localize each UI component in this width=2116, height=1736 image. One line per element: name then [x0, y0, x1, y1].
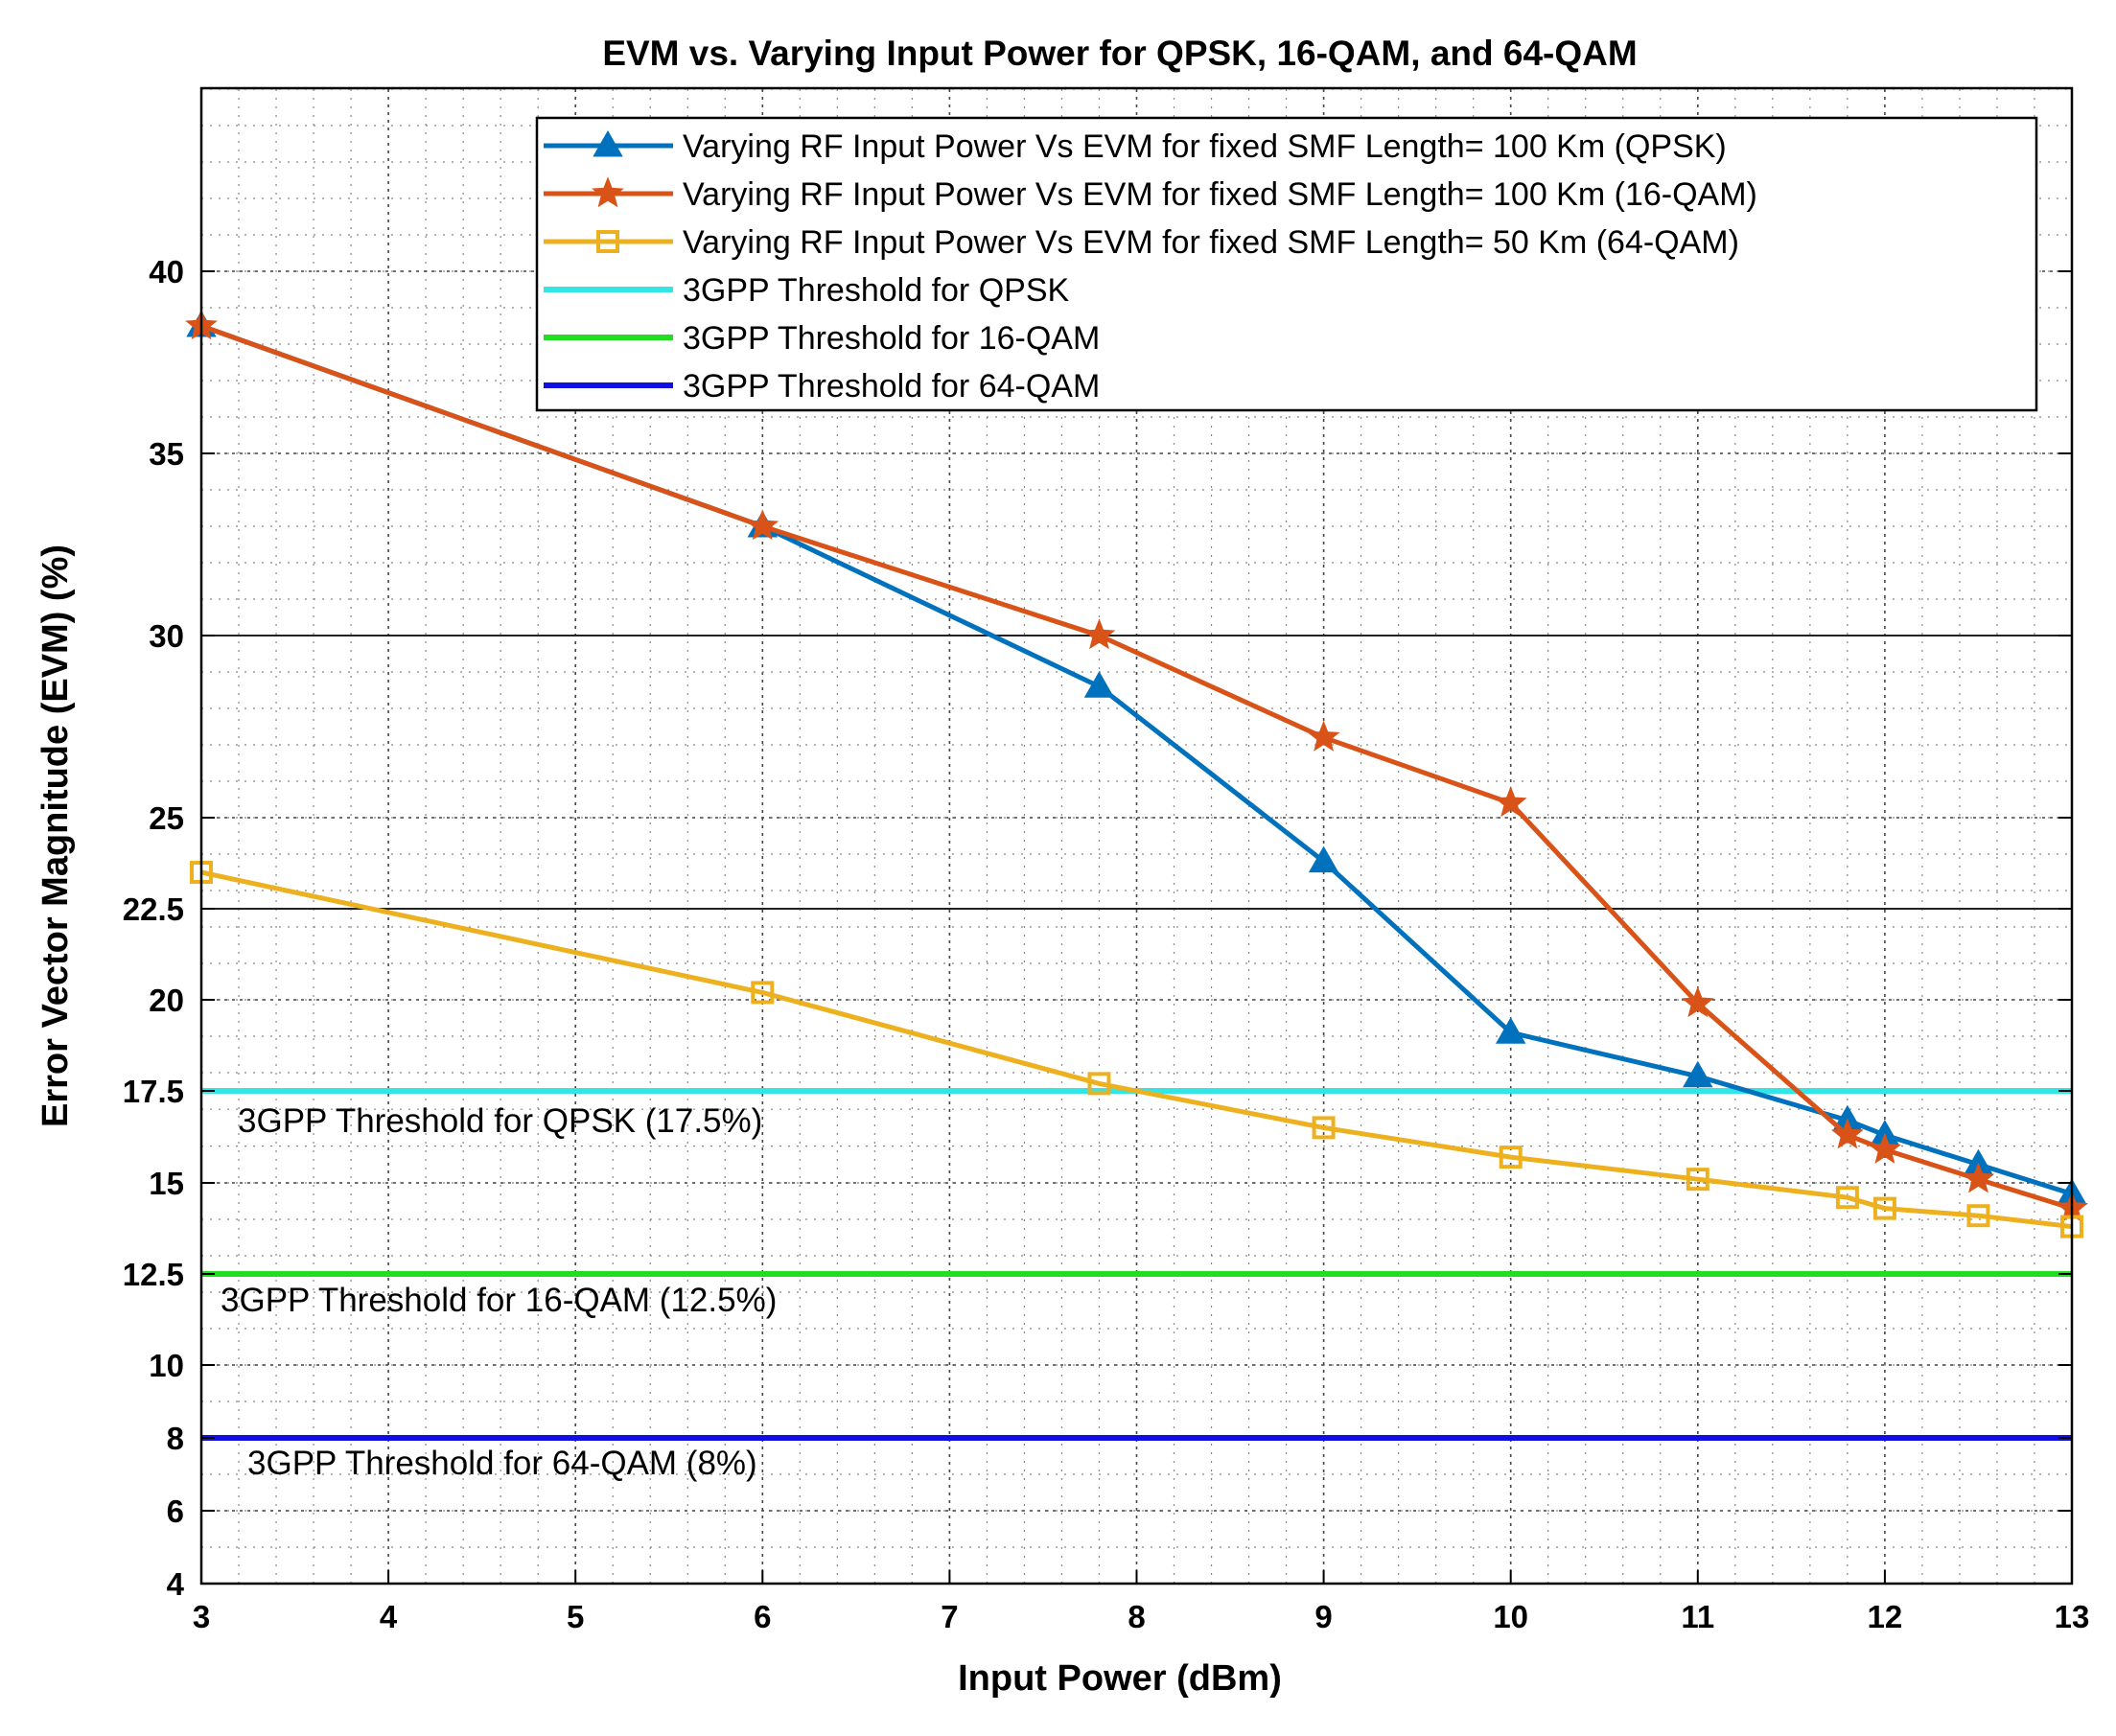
y-tick-label: 10	[149, 1348, 184, 1383]
legend-label: 3GPP Threshold for QPSK	[683, 272, 1069, 309]
data-point	[1494, 786, 1527, 818]
data-point	[596, 230, 619, 253]
y-tick-label: 17.5	[123, 1074, 184, 1109]
data-point	[593, 129, 623, 157]
data-point	[1868, 1132, 1901, 1164]
y-tick-label: 8	[167, 1421, 184, 1456]
data-point	[1872, 1196, 1896, 1220]
data-point	[1966, 1204, 1990, 1228]
data-point	[1962, 1162, 1995, 1193]
data-point	[1082, 618, 1116, 650]
data-point	[592, 176, 624, 208]
series-line	[200, 323, 2073, 1196]
data-point	[1307, 720, 1340, 752]
data-point	[1835, 1186, 1859, 1210]
legend-entry: Varying RF Input Power Vs EVM for fixed …	[544, 176, 1757, 213]
legend-entry: Varying RF Input Power Vs EVM for fixed …	[544, 128, 1727, 165]
x-tick-label: 10	[1493, 1599, 1528, 1634]
y-axis-label: Error Vector Magnitude (EVM) (%)	[35, 544, 76, 1127]
y-tick-label: 25	[149, 800, 184, 836]
data-point	[1308, 845, 1339, 873]
y-tick-label: 40	[149, 254, 184, 289]
data-point	[1312, 1116, 1336, 1140]
axis-ticks: 3 4 5 6 7 8 9 10 11 12 134681012.51517.52022.52530…	[123, 254, 2090, 1634]
y-tick-label: 15	[149, 1166, 184, 1201]
x-tick-label: 5	[567, 1599, 584, 1634]
legend-label: Varying RF Input Power Vs EVM for fixed …	[683, 224, 1739, 261]
legend-entry: 3GPP Threshold for 16-QAM	[544, 320, 1100, 357]
data-point	[1683, 1060, 1713, 1088]
series-group	[190, 861, 2083, 1238]
legend: Varying RF Input Power Vs EVM for fixed …	[535, 116, 2038, 412]
x-tick-label: 8	[1128, 1599, 1145, 1634]
x-tick-label: 13	[2055, 1599, 2090, 1634]
series-line	[200, 323, 2073, 1211]
data-point	[1830, 1118, 1864, 1149]
data-point	[1083, 671, 1115, 698]
data-point	[1686, 1168, 1709, 1192]
legend-entry: 3GPP Threshold for 64-QAM	[544, 368, 1100, 405]
threshold-annotation: 3GPP Threshold for 16-QAM (12.5%)	[221, 1282, 777, 1319]
data-series	[185, 309, 2088, 1238]
series-line	[200, 869, 2073, 1230]
x-tick-label: 9	[1314, 1599, 1332, 1634]
legend-label: Varying RF Input Power Vs EVM for fixed …	[683, 128, 1727, 165]
threshold-annotation: 3GPP Threshold for 64-QAM (8%)	[247, 1445, 757, 1482]
legend-entry: 3GPP Threshold for QPSK	[544, 272, 1069, 309]
chart-title: EVM vs. Varying Input Power for QPSK, 16…	[602, 34, 1637, 73]
y-tick-label: 22.5	[123, 891, 184, 927]
x-tick-label: 3	[193, 1599, 210, 1634]
data-point	[1499, 1146, 1523, 1169]
x-tick-label: 6	[754, 1599, 771, 1634]
y-tick-label: 20	[149, 983, 184, 1018]
x-tick-label: 11	[1681, 1599, 1714, 1634]
y-tick-label: 6	[167, 1493, 184, 1529]
legend-entry: Varying RF Input Power Vs EVM for fixed …	[544, 224, 1739, 261]
legend-box	[535, 116, 2038, 412]
threshold-annotation: 3GPP Threshold for QPSK (17.5%)	[238, 1102, 762, 1140]
y-tick-label: 30	[149, 618, 184, 654]
data-point	[1495, 1017, 1526, 1044]
x-tick-label: 12	[1868, 1599, 1903, 1634]
x-axis-label: Input Power (dBm)	[958, 1658, 1282, 1699]
legend-label: 3GPP Threshold for 64-QAM	[683, 368, 1100, 405]
y-tick-label: 12.5	[123, 1257, 184, 1292]
data-point	[1087, 1072, 1111, 1096]
data-point	[751, 981, 775, 1005]
y-tick-label: 35	[149, 436, 184, 472]
y-tick-label: 4	[167, 1566, 185, 1602]
data-point	[746, 509, 779, 541]
legend-label: Varying RF Input Power Vs EVM for fixed …	[683, 176, 1757, 213]
data-point	[1681, 986, 1714, 1018]
x-tick-label: 4	[380, 1599, 398, 1634]
legend-label: 3GPP Threshold for 16-QAM	[683, 320, 1100, 357]
x-tick-label: 7	[941, 1599, 958, 1634]
